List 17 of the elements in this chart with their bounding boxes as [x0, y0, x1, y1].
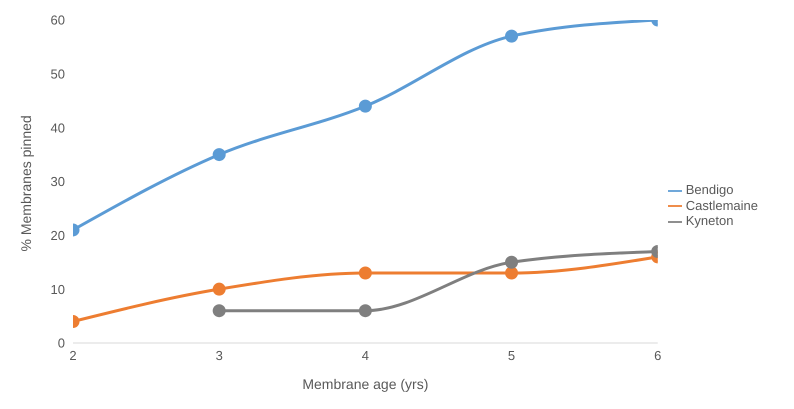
x-tick-label: 4	[362, 348, 369, 364]
y-tick-label: 10	[50, 282, 65, 297]
x-tick-label: 2	[69, 348, 77, 364]
y-tick-label: 50	[50, 66, 65, 82]
legend-label: Castlemaine	[686, 198, 758, 213]
x-axis-title: Membrane age (yrs)	[302, 376, 428, 392]
y-tick-label: 30	[50, 174, 65, 190]
legend-label: Bendigo	[686, 182, 734, 198]
x-tick-label: 6	[654, 348, 662, 364]
y-tick-label: 60	[50, 12, 65, 28]
legend-label: Kyneton	[686, 213, 734, 228]
y-tick-label: 0	[58, 336, 65, 351]
x-tick-label: 5	[508, 348, 516, 364]
y-tick-label: 20	[50, 228, 65, 243]
y-axis-title: % Membranes pinned	[18, 115, 34, 252]
y-tick-label: 40	[50, 120, 65, 136]
x-tick-label: 3	[216, 348, 223, 364]
